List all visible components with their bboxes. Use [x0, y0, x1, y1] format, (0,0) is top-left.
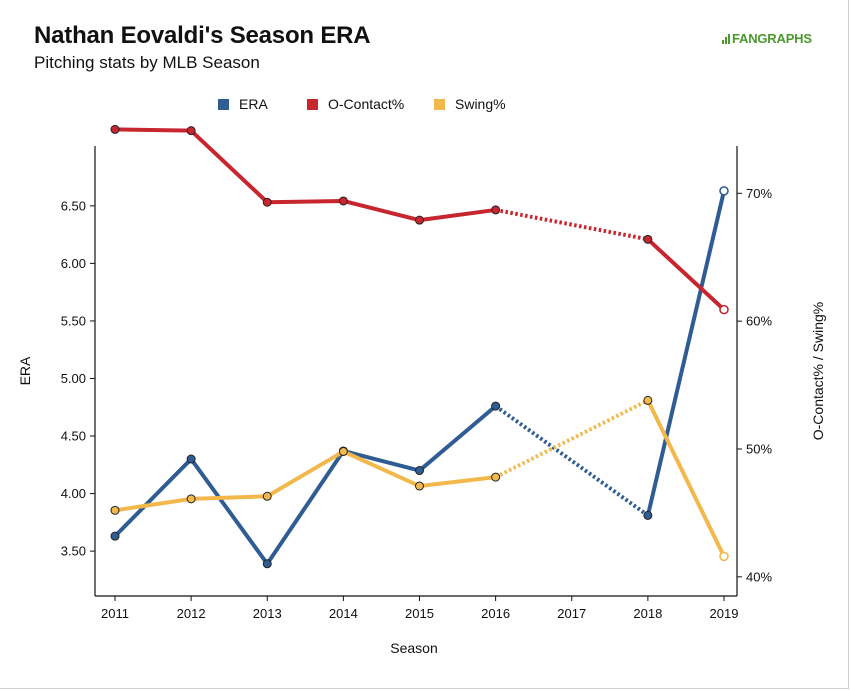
legend-swatch	[218, 99, 229, 110]
data-point	[415, 215, 424, 225]
series-segment	[265, 448, 346, 566]
series-segment	[417, 207, 498, 223]
y-tick-label: 4.50	[61, 429, 86, 444]
logo-bars-icon	[722, 33, 730, 44]
series-segment	[645, 188, 726, 518]
x-tick-label: 2014	[329, 606, 358, 621]
series-segment	[645, 237, 726, 312]
series-segment	[341, 449, 422, 489]
y-axis-title: ERA	[17, 356, 33, 385]
x-tick-label: 2019	[710, 606, 739, 621]
data-point	[643, 510, 653, 520]
y2-tick-label: 40%	[746, 569, 772, 584]
x-tick-label: 2011	[101, 606, 129, 621]
data-point	[491, 205, 501, 215]
series-segment	[113, 127, 194, 133]
data-point	[186, 494, 196, 504]
y-tick-label: 3.50	[61, 544, 86, 559]
x-tick-label: 2018	[633, 606, 662, 621]
series-segment	[265, 198, 346, 205]
series-segment	[417, 475, 498, 489]
x-tick-label: 2017	[557, 606, 586, 621]
data-point	[186, 454, 196, 464]
data-point	[719, 551, 729, 562]
x-tick-label: 2016	[481, 606, 510, 621]
data-point	[262, 197, 272, 207]
legend-swatch	[307, 99, 318, 110]
data-point	[338, 196, 348, 206]
series-segment	[113, 457, 194, 539]
series-segment	[113, 496, 194, 513]
logo-text: FANGRAPHS	[732, 31, 812, 46]
y-tick-label: 5.50	[61, 313, 86, 328]
data-point	[643, 234, 653, 244]
data-point	[491, 401, 501, 411]
y-tick-label: 6.50	[61, 198, 86, 213]
data-point	[338, 447, 348, 457]
fangraphs-logo: FANGRAPHS	[722, 31, 812, 46]
y-tick-label: 6.00	[61, 256, 86, 271]
series-segment	[189, 128, 270, 205]
data-point	[719, 186, 729, 196]
data-point	[110, 505, 120, 515]
data-point	[262, 559, 272, 569]
data-point	[262, 491, 272, 501]
y2-tick-label: 50%	[746, 441, 772, 456]
data-point	[415, 466, 424, 476]
series-segment	[417, 404, 498, 473]
series-segment	[265, 449, 346, 499]
x-axis-title: Season	[390, 640, 437, 656]
x-tick-label: 2015	[405, 606, 434, 621]
legend-swatch	[434, 99, 445, 110]
data-point	[110, 124, 120, 134]
chart-title: Nathan Eovaldi's Season ERA	[34, 22, 371, 49]
data-point	[643, 395, 653, 405]
y2-tick-label: 60%	[746, 314, 772, 329]
data-point	[491, 472, 501, 482]
y2-tick-label: 70%	[746, 186, 772, 201]
y-tick-label: 4.00	[61, 486, 86, 501]
series-segment	[495, 207, 649, 242]
data-point	[186, 126, 196, 136]
series-segment	[189, 457, 270, 566]
series-segment	[494, 398, 649, 479]
x-tick-label: 2012	[177, 606, 206, 621]
series-segment	[341, 448, 422, 473]
y2-axis-title: O-Contact% / Swing%	[810, 302, 826, 441]
series-segment	[189, 494, 270, 501]
legend-label: O-Contact%	[328, 96, 404, 112]
series-segment	[341, 198, 422, 223]
x-tick-label: 2013	[253, 606, 282, 621]
y-tick-label: 5.00	[61, 371, 86, 386]
data-point	[415, 481, 424, 491]
data-point	[110, 531, 120, 541]
legend-label: ERA	[239, 96, 268, 112]
series-segment	[494, 404, 650, 518]
data-point	[719, 304, 729, 315]
series-segment	[645, 398, 726, 559]
chart-subtitle: Pitching stats by MLB Season	[34, 53, 260, 72]
legend-label: Swing%	[455, 96, 506, 112]
